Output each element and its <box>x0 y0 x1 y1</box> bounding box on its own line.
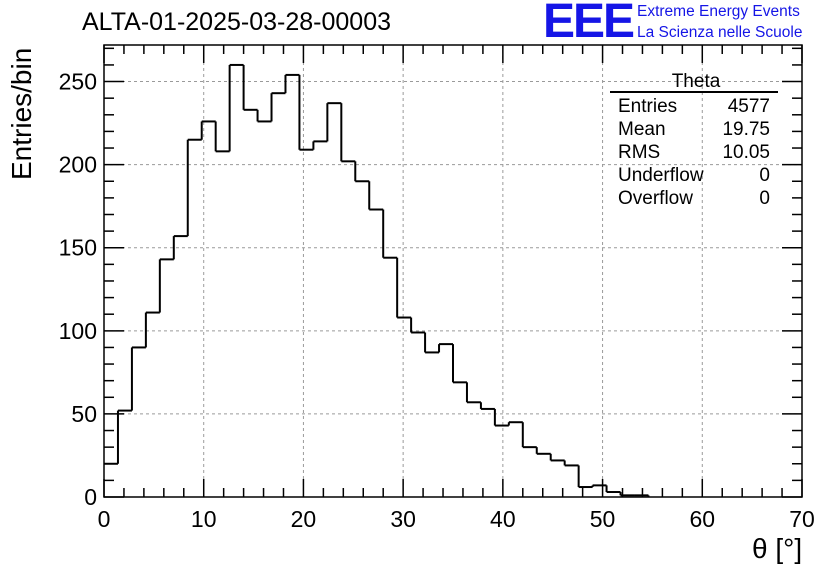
stat-label: Mean <box>618 119 666 140</box>
x-tick-label: 0 <box>98 506 111 532</box>
stat-row-underflow: Underflow 0 <box>610 164 778 187</box>
y-tick-label: 100 <box>59 318 97 344</box>
plot-frame <box>103 44 803 498</box>
stat-value: 0 <box>759 188 770 209</box>
axes: 0 10 20 30 40 50 60 70 0 50 100 150 200 250 <box>59 44 815 532</box>
y-tick-label: 150 <box>59 235 97 261</box>
stat-value: 10.05 <box>722 142 770 163</box>
stat-row-entries: Entries 4577 <box>610 95 778 118</box>
x-tick-label: 20 <box>291 506 317 532</box>
y-axis-label: Entries/bin <box>6 47 37 180</box>
x-tick-label: 30 <box>390 506 416 532</box>
stat-label: Entries <box>618 96 678 117</box>
stat-row-mean: Mean 19.75 <box>610 118 778 141</box>
stat-value: 0 <box>759 165 770 186</box>
stat-value: 4577 <box>727 96 770 117</box>
y-tick-label: 0 <box>84 484 97 510</box>
stats-box: Theta Entries 4577 Mean 19.75 RMS 10.05 … <box>610 72 778 210</box>
y-tick-label: 200 <box>59 152 97 178</box>
histogram-series <box>104 63 650 497</box>
stats-title: Theta <box>610 72 778 93</box>
chart-title: ALTA-01-2025-03-28-00003 <box>82 8 391 36</box>
logo-line-1: Extreme Energy Events <box>637 3 800 20</box>
x-tick-label: 40 <box>490 506 516 532</box>
grid-lines <box>104 45 802 497</box>
x-tick-label: 60 <box>689 506 715 532</box>
stat-label: Overflow <box>618 188 693 209</box>
x-axis-label: θ [°] <box>752 533 803 564</box>
stat-row-overflow: Overflow 0 <box>610 187 778 210</box>
stat-value: 19.75 <box>722 119 770 140</box>
x-tick-label: 50 <box>590 506 616 532</box>
stat-label: Underflow <box>618 165 704 186</box>
logo-line-2: La Scienza nelle Scuole <box>637 24 803 41</box>
y-tick-label: 50 <box>71 401 97 427</box>
eee-logo: EEE <box>543 0 635 48</box>
x-tick-label: 10 <box>191 506 217 532</box>
stat-label: RMS <box>618 142 661 163</box>
y-tick-label: 250 <box>59 69 97 95</box>
stat-row-rms: RMS 10.05 <box>610 141 778 164</box>
x-tick-label: 70 <box>789 506 815 532</box>
